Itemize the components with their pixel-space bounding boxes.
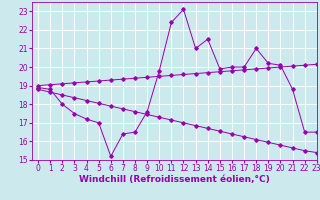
X-axis label: Windchill (Refroidissement éolien,°C): Windchill (Refroidissement éolien,°C)	[79, 175, 270, 184]
